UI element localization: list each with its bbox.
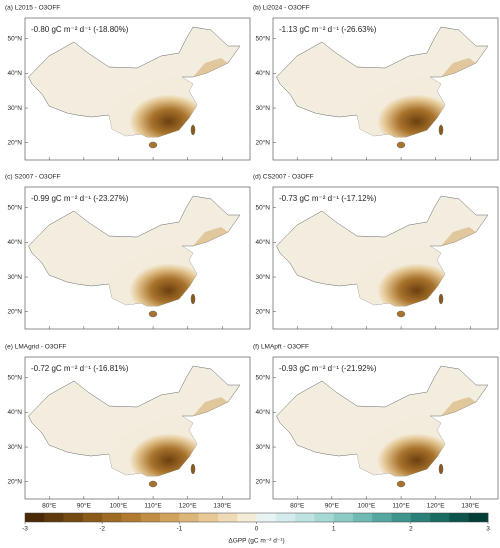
panel-annotation: -0.80 gC m⁻² d⁻¹ (-18.80%) (31, 25, 129, 34)
lat-label: 50°N (7, 373, 22, 381)
lat-label: 40°N (7, 238, 22, 246)
lat-label: 30°N (7, 104, 22, 112)
lon-label: 80°E (290, 502, 305, 510)
lat-label: 50°N (255, 203, 270, 211)
panel-title: (e) LMAgrid - O3OFF (5, 344, 66, 351)
colorbar-tick-label: -3 (22, 526, 28, 533)
panel-annotation: -1.13 gC m⁻² d⁻¹ (-26.63%) (279, 25, 377, 34)
map-panel: (f) LMApft - O3OFF -0.93 gC m⁻² d⁻¹ (-21.… (253, 344, 499, 510)
colorbar-swatch (160, 513, 180, 522)
colorbar-swatch (333, 513, 354, 522)
colorbar-swatch (256, 513, 277, 522)
lat-label: 40°N (7, 408, 22, 416)
colorbar-swatch (44, 513, 64, 522)
lat-label: 40°N (255, 69, 270, 77)
lon-label: 100°E (358, 502, 376, 510)
colorbar-tick-label: -2 (99, 526, 105, 533)
lat-label: 30°N (255, 104, 270, 112)
colorbar-swatch (237, 513, 257, 522)
lon-label: 90°E (325, 502, 340, 510)
colorbar-swatch (198, 513, 219, 522)
lon-label: 110°E (392, 502, 410, 510)
colorbar-swatch (391, 513, 412, 522)
colorbar-swatch (179, 513, 199, 522)
colorbar-swatch (82, 513, 103, 522)
colorbar-label: ΔGPP (gC m⁻² d⁻¹) (228, 538, 284, 545)
colorbar-swatch (295, 513, 315, 522)
colorbar-swatch (121, 513, 142, 522)
panel-annotation: -0.73 gC m⁻² d⁻¹ (-17.12%) (279, 194, 377, 203)
colorbar-swatch (25, 513, 45, 522)
colorbar-swatch (372, 513, 392, 522)
lat-label: 20°N (255, 477, 270, 485)
colorbar-swatch (352, 513, 373, 522)
panel-annotation: -0.93 gC m⁻² d⁻¹ (-21.92%) (279, 364, 377, 373)
lat-label: 40°N (7, 69, 22, 77)
lon-label: 80°E (42, 502, 57, 510)
colorbar-swatch (102, 513, 122, 522)
colorbar-tick-label: 1 (332, 526, 336, 533)
panel-annotation: -0.72 gC m⁻² d⁻¹ (-16.81%) (31, 364, 129, 373)
panel-title: (b) Li2024 - O3OFF (253, 5, 310, 12)
panel-title: (a) L2015 - O3OFF (5, 5, 60, 12)
lat-label: 40°N (255, 238, 270, 246)
lat-label: 50°N (255, 373, 270, 381)
colorbar: -3 -2 -1 0 1 2 3 ΔGPP (gC m⁻² d⁻¹) (22, 512, 490, 545)
lat-label: 30°N (7, 273, 22, 281)
lat-label: 20°N (255, 138, 270, 146)
map-panel: (c) S2007 - O3OFF -0.99 gC m⁻² d⁻¹ (-23.2… (5, 174, 251, 330)
colorbar-swatch (410, 513, 431, 522)
lat-label: 30°N (255, 443, 270, 451)
map-panel: (b) Li2024 - O3OFF -1.13 gC m⁻² d⁻¹ (-26.… (253, 5, 499, 161)
lon-label: 130°E (213, 502, 231, 510)
colorbar-swatch (140, 513, 161, 522)
colorbar-tick-label: -1 (176, 526, 182, 533)
lat-label: 40°N (255, 408, 270, 416)
lat-label: 50°N (255, 34, 270, 42)
colorbar-swatch (217, 513, 238, 522)
lat-label: 50°N (7, 34, 22, 42)
colorbar-swatch (449, 513, 470, 522)
lon-label: 130°E (461, 502, 479, 510)
lat-label: 30°N (255, 273, 270, 281)
lon-label: 120°E (427, 502, 445, 510)
colorbar-tick-label: 0 (255, 526, 259, 533)
colorbar-tick-label: 2 (409, 526, 413, 533)
lat-label: 20°N (7, 138, 22, 146)
lat-label: 20°N (7, 477, 22, 485)
panel-annotation: -0.99 gC m⁻² d⁻¹ (-23.27%) (31, 194, 129, 203)
lon-label: 120°E (179, 502, 197, 510)
panel-title: (f) LMApft - O3OFF (253, 344, 309, 351)
colorbar-swatch (468, 513, 489, 522)
colorbar-swatch (314, 513, 334, 522)
panel-title: (c) S2007 - O3OFF (5, 174, 61, 181)
lat-label: 20°N (255, 307, 270, 315)
panel-title: (d) CS2007 - O3OFF (253, 174, 314, 181)
map-panel: (e) LMAgrid - O3OFF -0.72 gC m⁻² d⁻¹ (-16… (5, 344, 251, 510)
colorbar-swatch (430, 513, 450, 522)
lon-label: 110°E (144, 502, 162, 510)
lat-label: 20°N (7, 307, 22, 315)
lat-label: 30°N (7, 443, 22, 451)
colorbar-swatch (63, 513, 84, 522)
colorbar-swatch (275, 513, 296, 522)
lon-label: 90°E (77, 502, 92, 510)
lat-label: 50°N (7, 203, 22, 211)
panels: (a) L2015 - O3OFF -0.80 gC m⁻² d⁻¹ (-18.8… (5, 5, 499, 510)
map-panel: (d) CS2007 - O3OFF -0.73 gC m⁻² d⁻¹ (-17.… (253, 174, 499, 330)
colorbar-tick-label: 3 (486, 526, 490, 533)
map-panel: (a) L2015 - O3OFF -0.80 gC m⁻² d⁻¹ (-18.8… (5, 5, 251, 161)
lon-label: 100°E (110, 502, 128, 510)
